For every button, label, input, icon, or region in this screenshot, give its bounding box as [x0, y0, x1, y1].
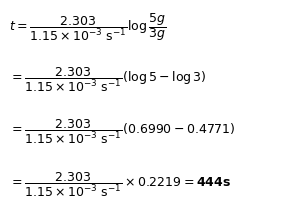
Text: $= \dfrac{2.303}{1.15 \times 10^{-3}\ \mathrm{s}^{-1}} (\log 5 - \log 3)$: $= \dfrac{2.303}{1.15 \times 10^{-3}\ \m… — [9, 66, 206, 94]
Text: $= \dfrac{2.303}{1.15 \times 10^{-3}\ \mathrm{s}^{-1}} (0.6990 - 0.4771)$: $= \dfrac{2.303}{1.15 \times 10^{-3}\ \m… — [9, 118, 236, 146]
Text: $t = \dfrac{2.303}{1.15 \times 10^{-3}\ \mathrm{s}^{-1}} \log\dfrac{5g}{3g}$: $t = \dfrac{2.303}{1.15 \times 10^{-3}\ … — [9, 11, 166, 43]
Text: $= \dfrac{2.303}{1.15 \times 10^{-3}\ \mathrm{s}^{-1}} \times 0.2219 = \mathbf{4: $= \dfrac{2.303}{1.15 \times 10^{-3}\ \m… — [9, 171, 231, 199]
